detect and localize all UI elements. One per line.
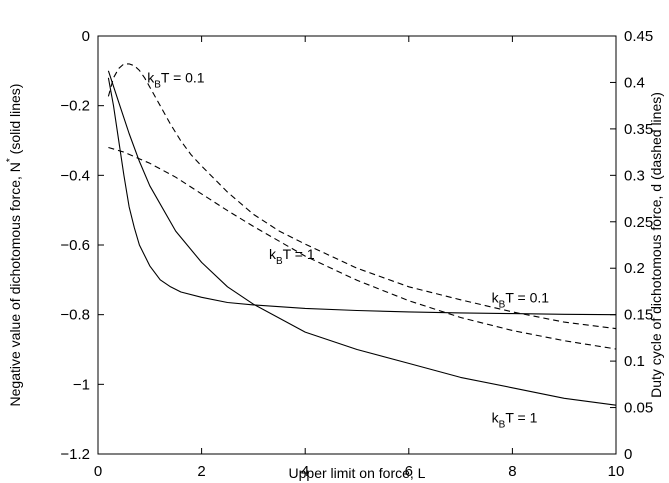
y-right-tick-label: 0.05 — [624, 400, 653, 417]
y-left-axis-title: Negative value of dichotomous force, N* … — [5, 84, 23, 407]
y-right-tick-label: 0.45 — [624, 28, 653, 45]
annotation-subscript: B — [276, 256, 283, 267]
annotation-k: k — [269, 246, 277, 262]
solid-series-line-1 — [107, 77, 617, 316]
x-tick-label: 6 — [405, 463, 413, 480]
y-left-axis-title-sup: * — [5, 158, 16, 162]
y-left-tick-label: −0.4 — [60, 167, 90, 184]
annotation-k: k — [492, 410, 500, 426]
x-axis-title: Upper limit on force, L — [289, 465, 426, 481]
x-tick-label: 0 — [94, 463, 102, 480]
dashed-series-line-4 — [108, 146, 617, 350]
y-right-tick-label: 0.15 — [624, 307, 653, 324]
series-annotation-3: kBT = 0.1 — [492, 289, 550, 310]
series-annotation-2: kBT = 1 — [269, 246, 315, 267]
y-left-axis-ticks: 0 −0.2 −0.4 −0.6 −0.8 −1 −1.2 — [60, 28, 104, 463]
y-left-tick-label: −0.2 — [60, 98, 90, 115]
y-right-tick-label: 0.3 — [624, 167, 645, 184]
y-right-tick-label: 0.35 — [624, 121, 653, 138]
annotation-rest: T = 0.1 — [505, 289, 549, 305]
y-left-axis-title-main: Negative value of dichotomous force, N — [7, 162, 23, 406]
y-right-tick-label: 0.4 — [624, 74, 645, 91]
dashed-series-line-3 — [107, 63, 617, 330]
annotation-k: k — [147, 69, 155, 85]
x-tick-label: 2 — [197, 463, 205, 480]
y-left-tick-label: −0.8 — [60, 307, 90, 324]
x-axis-ticks: 0 2 4 6 8 10 — [94, 36, 625, 480]
annotation-rest: T = 0.1 — [161, 69, 205, 85]
series-annotation-1: kBT = 0.1 — [147, 69, 205, 90]
y-right-tick-label: 0 — [624, 446, 632, 463]
annotation-k: k — [492, 289, 500, 305]
y-left-axis-title-suffix: (solid lines) — [7, 84, 23, 159]
annotation-subscript: B — [499, 420, 506, 431]
annotation-rest: T = 1 — [283, 246, 315, 262]
x-tick-label: 4 — [301, 463, 309, 480]
y-right-tick-label: 0.1 — [624, 353, 645, 370]
y-right-tick-label: 0.2 — [624, 260, 645, 277]
annotation-subscript: B — [499, 299, 506, 310]
x-tick-label: 8 — [508, 463, 516, 480]
x-tick-label: 10 — [608, 463, 625, 480]
y-right-axis-title: Duty cycle of dichotomous force, d (dash… — [648, 92, 664, 398]
y-left-tick-label: −0.6 — [60, 237, 90, 254]
y-right-axis-ticks: 0.45 0.4 0.35 0.3 0.25 0.2 0.15 0.1 0.05 0 — [610, 28, 653, 463]
series-annotation-4: kBT = 1 — [492, 410, 538, 431]
y-right-tick-label: 0.25 — [624, 214, 653, 231]
y-left-tick-label: 0 — [82, 28, 90, 45]
y-left-tick-label: −1 — [73, 376, 90, 393]
annotation-subscript: B — [154, 79, 161, 90]
series-group — [107, 63, 617, 406]
solid-series-line-2 — [107, 70, 617, 406]
annotation-rest: T = 1 — [505, 410, 537, 426]
y-left-tick-label: −1.2 — [60, 446, 90, 463]
